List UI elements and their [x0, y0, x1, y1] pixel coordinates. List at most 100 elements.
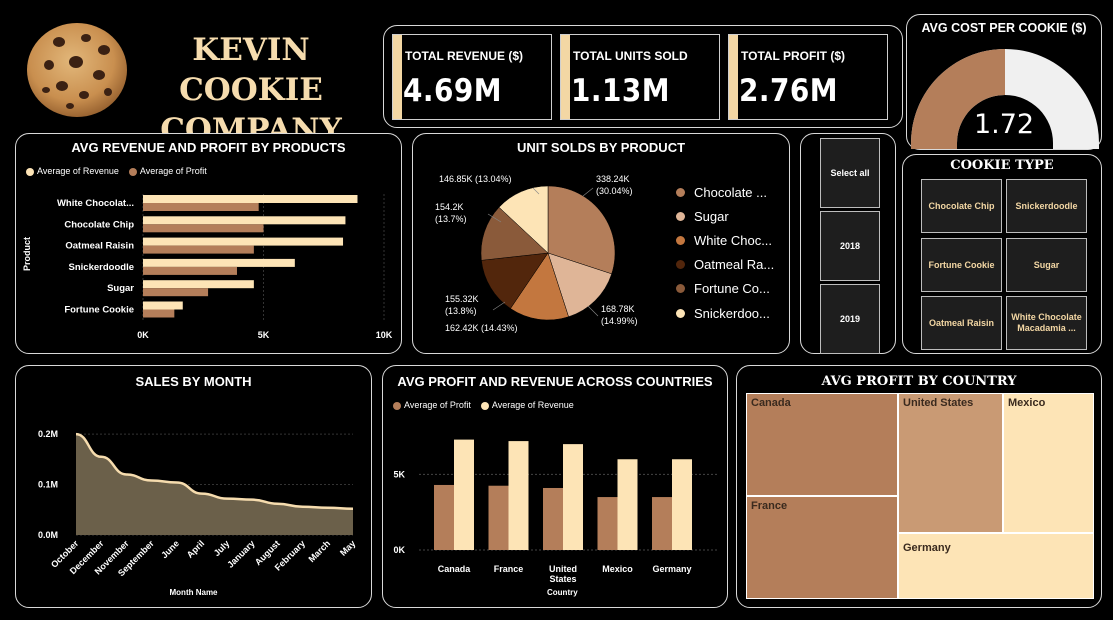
legend-swatch	[676, 260, 685, 270]
sales-month-chart: 0.0M0.1M0.2MOctoberDecemberNovemberSepte…	[38, 429, 357, 578]
treemap-france[interactable]: France	[746, 496, 898, 599]
pie-slice	[547, 252, 612, 318]
kpi-card-units: TOTAL UNITS SOLD 1.13M	[560, 34, 720, 120]
product-bar-chart: 0K 5K 10K White Chocolat... Chocolate Chip Oa…	[57, 194, 393, 340]
treemap-title: AVG PROFIT BY COUNTRY	[821, 374, 1017, 389]
profit-bar	[652, 497, 672, 550]
country-bar-chart: 0K 5K Canada France United States Mexico German…	[393, 439, 719, 584]
legend-label: Oatmeal Ra...	[694, 257, 775, 273]
cookie-type-chocolate-chip[interactable]: Chocolate Chip	[921, 179, 1002, 233]
treemap-united-states[interactable]: United States	[898, 393, 1003, 533]
product-bar-title: AVG REVENUE AND PROFIT BY PRODUCTS	[71, 140, 346, 155]
pie-legend-item: Chocolate ...	[676, 180, 774, 204]
treemap-panel: AVG PROFIT BY COUNTRY Canada France Unit…	[736, 365, 1102, 608]
leader-line	[582, 187, 594, 197]
profit-bar	[143, 266, 237, 275]
y-tick-label: 0.2M	[38, 429, 58, 439]
page-title: KEVIN COOKIE COMPANY	[126, 30, 376, 150]
legend-label: Chocolate ...	[694, 184, 767, 200]
pie-data-label: 155.32K (13.8%)	[445, 294, 479, 316]
category-label: Fortune Cookie	[64, 305, 134, 316]
x-tick-label: Mexico	[602, 564, 633, 574]
slicer-2019[interactable]: 2019	[820, 284, 880, 354]
year-slicer-panel: Select all 2018 2019	[800, 133, 896, 354]
revenue-bar	[143, 258, 295, 267]
pie-slice	[510, 252, 569, 321]
x-tick-label: 0K	[137, 330, 149, 340]
revenue-bar	[454, 439, 474, 550]
sales-month-title: SALES BY MONTH	[135, 374, 252, 389]
profit-bar	[543, 487, 563, 550]
leader-line	[492, 301, 506, 311]
pie-title: UNIT SOLDS BY PRODUCT	[516, 140, 686, 155]
sales-month-xlabel: Month Name	[169, 588, 218, 597]
pie-slice	[480, 206, 549, 261]
pie-legend-item: Snickerdoo...	[676, 301, 774, 325]
treemap-canada[interactable]: Canada	[746, 393, 898, 496]
kpi-accent-bar	[393, 35, 402, 119]
legend-swatch	[676, 187, 685, 197]
revenue-bar	[508, 441, 529, 550]
y-tick-label: 0K	[393, 545, 405, 555]
revenue-bar	[143, 237, 344, 246]
x-tick-label: March	[306, 538, 332, 564]
legend-revenue: Average of Revenue	[37, 166, 119, 176]
revenue-bar	[143, 301, 183, 310]
profit-bar	[434, 484, 454, 550]
leader-line	[532, 187, 540, 195]
legend-label: Sugar	[694, 208, 729, 224]
y-tick-label: 0.1M	[38, 480, 58, 490]
gauge-panel: AVG COST PER COOKIE ($) 1.72	[906, 14, 1102, 150]
revenue-bar	[563, 444, 583, 550]
category-label: Oatmeal Raisin	[65, 241, 134, 252]
kpi-value: 1.13M	[571, 73, 671, 109]
profit-bar	[143, 203, 259, 211]
x-tick-label: United States	[549, 564, 577, 584]
legend-label: Fortune Co...	[694, 281, 770, 297]
x-tick-label: Germany	[652, 564, 691, 574]
product-bar-legend: Average of Revenue Average of Profit	[26, 166, 207, 176]
cookie-type-snickerdoodle[interactable]: Snickerdoodle	[1006, 179, 1087, 233]
y-tick-label: 0.0M	[38, 530, 58, 540]
treemap-germany[interactable]: Germany	[898, 533, 1094, 599]
pie-data-label: 168.78K (14.99%)	[601, 304, 638, 326]
treemap-mexico[interactable]: Mexico	[1003, 393, 1094, 533]
cookie-type-panel: COOKIE TYPE Chocolate Chip Snickerdoodle…	[902, 154, 1102, 354]
pie-data-label: 154.2K (13.7%)	[435, 202, 467, 224]
legend-swatch-revenue	[26, 167, 34, 176]
legend-swatch	[676, 211, 685, 221]
pie-chart: 338.24K (30.04%) 168.78K (14.99%) 162.42K (1…	[435, 174, 638, 333]
company-logo	[24, 20, 130, 120]
sales-line	[75, 432, 354, 511]
x-tick-label: May	[338, 538, 357, 557]
gauge-value: 1.72	[973, 109, 1035, 140]
cookie-type-sugar[interactable]: Sugar	[1006, 238, 1087, 292]
x-tick-label: June	[159, 538, 181, 560]
kpi-value: 4.69M	[403, 73, 503, 109]
kpi-label: TOTAL UNITS SOLD	[573, 49, 688, 63]
pie-slice	[498, 185, 549, 254]
legend-swatch	[676, 284, 685, 294]
country-bar-title: AVG PROFIT AND REVENUE ACROSS COUNTRIES	[397, 374, 713, 389]
x-tick-label: 5K	[258, 330, 270, 340]
category-label: Chocolate Chip	[64, 219, 134, 230]
legend-swatch	[676, 235, 685, 245]
kpi-label: TOTAL PROFIT ($)	[741, 49, 845, 63]
cookie-type-white-chocolate[interactable]: White Chocolate Macadamia ...	[1006, 296, 1087, 350]
gauge-fill	[911, 49, 1005, 149]
legend-swatch	[676, 308, 685, 318]
cookie-type-fortune-cookie[interactable]: Fortune Cookie	[921, 238, 1002, 292]
pie-slice	[547, 185, 616, 275]
slicer-2018[interactable]: 2018	[820, 211, 880, 281]
cookie-type-oatmeal-raisin[interactable]: Oatmeal Raisin	[921, 296, 1002, 350]
slicer-select-all[interactable]: Select all	[820, 138, 880, 208]
legend-swatch-revenue	[480, 401, 489, 410]
x-tick-label: Canada	[438, 564, 472, 574]
revenue-bar	[143, 280, 254, 289]
legend-profit: Average of Profit	[139, 166, 207, 176]
x-tick-label: July	[212, 538, 232, 558]
country-bar-legend: Average of Profit Average of Revenue	[393, 400, 574, 410]
kpi-label: TOTAL REVENUE ($)	[405, 49, 524, 63]
profit-bar	[143, 288, 209, 297]
revenue-bar	[143, 216, 346, 225]
